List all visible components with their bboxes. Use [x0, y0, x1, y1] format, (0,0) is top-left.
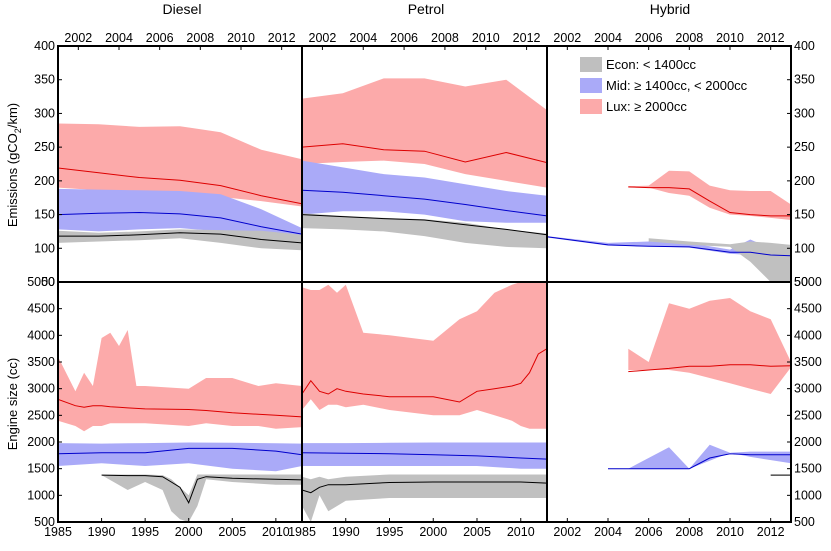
title-diesel: Diesel [163, 1, 202, 17]
xtick-label-bottom: 1985 [44, 525, 72, 539]
xtick-label-top: 2006 [390, 31, 418, 45]
panel-size_petrol [302, 282, 547, 522]
ytick-label-right: 300 [794, 106, 815, 120]
xtick-label-bottom-hybrid: 2008 [675, 525, 703, 539]
ytick-label-right: 2000 [794, 435, 822, 449]
xtick-label-bottom: 2000 [419, 525, 447, 539]
ytick-label-right: 2500 [794, 408, 822, 422]
xtick-label-bottom-hybrid: 2002 [553, 525, 581, 539]
xtick-label-bottom-hybrid: 2010 [716, 525, 744, 539]
ytick-label-right: 1000 [794, 488, 822, 502]
xtick-label-bottom: 2010 [262, 525, 290, 539]
ytick-label-right: 350 [794, 73, 815, 87]
xtick-label-top: 2008 [431, 31, 459, 45]
ytick-label-left: 3000 [27, 382, 55, 396]
ytick-label-right: 250 [794, 140, 815, 154]
ylabel-emissions-main: Emissions (gCO [5, 133, 20, 227]
ytick-label-right: 4000 [794, 328, 822, 342]
xtick-label-top: 2010 [472, 31, 500, 45]
legend-label: Mid: ≥ 1400cc, < 2000cc [606, 78, 748, 93]
ytick-label-left: 150 [34, 208, 55, 222]
ytick-label-right: 1500 [794, 462, 822, 476]
legend-swatch [580, 99, 602, 114]
legend-label: Econ: < 1400cc [606, 57, 696, 72]
ytick-label-left: 2500 [27, 408, 55, 422]
ylabel-engine-size: Engine size (cc) [5, 358, 20, 450]
ytick-label-right: 150 [794, 208, 815, 222]
xtick-label-bottom: 1990 [332, 525, 360, 539]
panel-size_diesel [58, 330, 302, 522]
ytick-label-left: 2000 [27, 435, 55, 449]
ytick-label-right: 200 [794, 174, 815, 188]
xtick-label-top: 2002 [309, 31, 337, 45]
ytick-label-left: 4500 [27, 302, 55, 316]
xtick-label-bottom: 2010 [507, 525, 535, 539]
ytick-label-left: 250 [34, 140, 55, 154]
ytick-label-left: 4000 [27, 328, 55, 342]
xtick-label-top: 2012 [268, 31, 296, 45]
xtick-label-top: 2004 [594, 31, 622, 45]
xtick-label-bottom-hybrid: 2006 [635, 525, 663, 539]
band-size_petrol-mid [302, 443, 547, 469]
panel-emis_diesel [58, 124, 302, 251]
ytick-label-left: 350 [34, 73, 55, 87]
ytick-label-right: 4500 [794, 302, 822, 316]
ytick-label-left: 200 [34, 174, 55, 188]
ytick-label-right: 500 [794, 515, 815, 529]
ytick-label-right: 3000 [794, 382, 822, 396]
ytick-label-right: 100 [794, 241, 815, 255]
xtick-label-bottom-hybrid: 2004 [594, 525, 622, 539]
xtick-label-top: 2010 [227, 31, 255, 45]
panel-emis_petrol [302, 78, 547, 248]
title-hybrid: Hybrid [650, 1, 690, 17]
xtick-label-top: 2006 [635, 31, 663, 45]
ytick-label-right: 400 [794, 39, 815, 53]
ytick-label-left: 1500 [27, 462, 55, 476]
panel-size_hybrid [608, 298, 791, 476]
xtick-label-top: 2010 [716, 31, 744, 45]
xtick-label-top: 2012 [757, 31, 785, 45]
xtick-label-bottom: 1995 [376, 525, 404, 539]
band-size_diesel-mid [58, 443, 302, 472]
xtick-label-bottom-hybrid: 2012 [757, 525, 785, 539]
ytick-label-right: 3500 [794, 355, 822, 369]
ytick-label-left: 100 [34, 241, 55, 255]
ytick-label-left: 1000 [27, 488, 55, 502]
xtick-label-top: 2004 [349, 31, 377, 45]
legend-label: Lux: ≥ 2000cc [606, 99, 687, 114]
xtick-label-bottom: 2000 [175, 525, 203, 539]
band-size_petrol-lux [302, 282, 547, 429]
ytick-label-left: 400 [34, 39, 55, 53]
legend-swatch [580, 57, 602, 72]
xtick-label-top: 2002 [553, 31, 581, 45]
ytick-label-left: 300 [34, 106, 55, 120]
ytick-label-left: 3500 [27, 355, 55, 369]
band-size_diesel-lux [58, 330, 302, 431]
band-emis_hybrid-lux [628, 171, 791, 220]
band-size_diesel-econ [102, 475, 302, 523]
xtick-label-bottom: 2005 [218, 525, 246, 539]
xtick-label-top: 2006 [146, 31, 174, 45]
legend-swatch [580, 78, 602, 93]
band-size_hybrid-lux [628, 298, 791, 394]
xtick-label-top: 2004 [105, 31, 133, 45]
xtick-label-top: 2012 [513, 31, 541, 45]
xtick-label-bottom: 1995 [131, 525, 159, 539]
ytick-label-left: 5000 [27, 275, 55, 289]
xtick-label-bottom: 1990 [88, 525, 116, 539]
title-petrol: Petrol [408, 1, 445, 17]
ylabel-emissions-end: /km) [5, 103, 20, 128]
ylabel-emissions: Emissions (gCO2/km) [5, 103, 23, 227]
panel-emis_hybrid [547, 171, 791, 292]
ytick-label-right: 5000 [794, 275, 822, 289]
xtick-label-top: 2008 [675, 31, 703, 45]
xtick-label-top: 2008 [186, 31, 214, 45]
xtick-label-top: 2002 [64, 31, 92, 45]
figure: Diesel Petrol Hybrid Emissions (gCO2/km)… [0, 0, 831, 546]
xtick-label-bottom: 1985 [288, 525, 316, 539]
xtick-label-bottom: 2005 [463, 525, 491, 539]
band-size_hybrid-mid [608, 445, 791, 469]
